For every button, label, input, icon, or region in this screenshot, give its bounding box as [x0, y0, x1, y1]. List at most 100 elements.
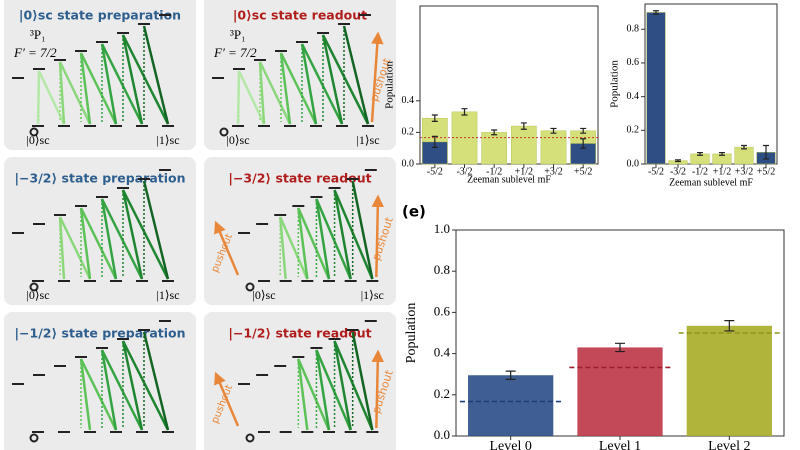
- y-tick-label: 0.0: [402, 158, 415, 169]
- transition-up: [79, 207, 92, 280]
- transition-down: [79, 207, 118, 280]
- error-bar: [719, 151, 725, 156]
- panel-title: |0⟩sc state preparation: [19, 8, 181, 23]
- pushout-arrow: [370, 31, 384, 123]
- transition-down: [121, 189, 170, 280]
- x-tick-label: -1/2: [486, 166, 502, 177]
- ground-right-label: |1⟩sc: [156, 288, 179, 302]
- bar: [510, 125, 537, 165]
- transition-down: [100, 198, 144, 280]
- bar: [577, 347, 663, 436]
- transition-down: [333, 340, 374, 431]
- bar: [686, 325, 772, 436]
- transition-down: [258, 61, 292, 125]
- y-tick-label: 0.6: [627, 57, 640, 68]
- transition-down: [297, 358, 331, 431]
- atom: [245, 282, 255, 292]
- y-tick-label: 0.8: [434, 262, 450, 277]
- x-tick-label: +1/2: [515, 166, 533, 177]
- transition-up: [79, 358, 92, 431]
- y-tick-label: 0.2: [402, 127, 415, 138]
- atom: [245, 433, 255, 443]
- error-bar: [653, 10, 659, 15]
- transition-up: [333, 189, 352, 280]
- x-tick-label: +3/2: [544, 166, 562, 177]
- level-label: ³P₁: [30, 27, 46, 42]
- transition-up: [297, 207, 309, 280]
- error-bar: [724, 320, 735, 332]
- transition-up: [278, 216, 287, 280]
- transition-up: [258, 61, 266, 125]
- pushout-left-arrow: [214, 220, 240, 276]
- y-tick-label: 0.2: [627, 125, 640, 136]
- transition-up: [100, 349, 118, 431]
- error-bar: [520, 122, 527, 130]
- transition-up: [121, 340, 144, 431]
- error-bar: [675, 159, 681, 163]
- transition-down: [279, 216, 309, 280]
- transition-down: [58, 216, 92, 280]
- transition-down: [315, 349, 352, 431]
- transition-down: [121, 34, 170, 125]
- transition-up: [279, 52, 292, 125]
- transition-down: [79, 52, 118, 125]
- y-tick-label: 0.2: [434, 386, 450, 401]
- error-bar: [505, 370, 516, 380]
- ground-right-label: |1⟩sc: [156, 133, 179, 147]
- error-bar: [741, 144, 747, 150]
- pushout-left-arrow: [214, 371, 240, 427]
- x-tick-label: +3/2: [735, 166, 753, 177]
- y-axis-label: Population: [609, 60, 621, 108]
- error-bar: [431, 114, 438, 122]
- y-tick-label: 0.4: [627, 91, 640, 102]
- transition-down: [300, 43, 344, 125]
- pushout-arrow: [371, 349, 385, 429]
- level-label: ³P₁: [230, 27, 246, 42]
- y-axis-label: Population: [384, 61, 396, 109]
- transition-down: [333, 189, 374, 280]
- transition-up: [142, 331, 170, 431]
- y-tick-label: 1.0: [434, 221, 450, 236]
- ground-left-label: |0⟩sc: [26, 133, 49, 147]
- error-bar: [763, 144, 769, 160]
- y-tick-label: 0.0: [627, 158, 640, 169]
- x-tick-label: +5/2: [757, 166, 775, 177]
- bar: [540, 130, 567, 165]
- x-axis-label: Zeeman sublevel mF: [467, 174, 551, 185]
- ground-right-label: |1⟩sc: [356, 133, 379, 147]
- transition-down: [100, 43, 144, 125]
- f-label: F′ = 7/2: [13, 45, 57, 60]
- error-bar: [461, 108, 468, 116]
- panel-title: |−1/2⟩ state readout: [228, 326, 371, 341]
- transition-down: [297, 207, 331, 280]
- transition-up: [300, 43, 318, 125]
- x-tick-label: +5/2: [574, 166, 592, 177]
- x-tick-label: Level 1: [599, 439, 641, 450]
- panel-title: |−1/2⟩ state preparation: [14, 326, 185, 341]
- x-tick-label: -3/2: [670, 166, 686, 177]
- atom: [29, 282, 39, 292]
- y-axis-label: Population: [404, 303, 419, 364]
- ground-left-label: |0⟩sc: [252, 288, 275, 302]
- x-tick-label: -3/2: [456, 166, 472, 177]
- transition-up: [315, 198, 331, 280]
- ground-left-label: |0⟩sc: [26, 288, 49, 302]
- transition-up: [333, 340, 352, 431]
- bar: [734, 146, 754, 165]
- transition-down: [79, 358, 118, 431]
- plot-frame: [644, 3, 778, 165]
- ground-left-label: |0⟩sc: [226, 133, 249, 147]
- transition-up: [351, 180, 374, 280]
- y-tick-label: 0.0: [434, 427, 450, 442]
- error-bar: [431, 135, 438, 149]
- transition-down: [279, 52, 318, 125]
- atom: [219, 127, 229, 137]
- error-bar: [697, 151, 703, 156]
- panel-background: [4, 0, 196, 150]
- error-bar: [491, 129, 498, 136]
- transition-down: [321, 34, 370, 125]
- panel-label: (e): [402, 203, 426, 221]
- transition-up: [342, 25, 370, 125]
- panel-title: |−3/2⟩ state readout: [228, 171, 371, 186]
- transition-up: [297, 358, 309, 431]
